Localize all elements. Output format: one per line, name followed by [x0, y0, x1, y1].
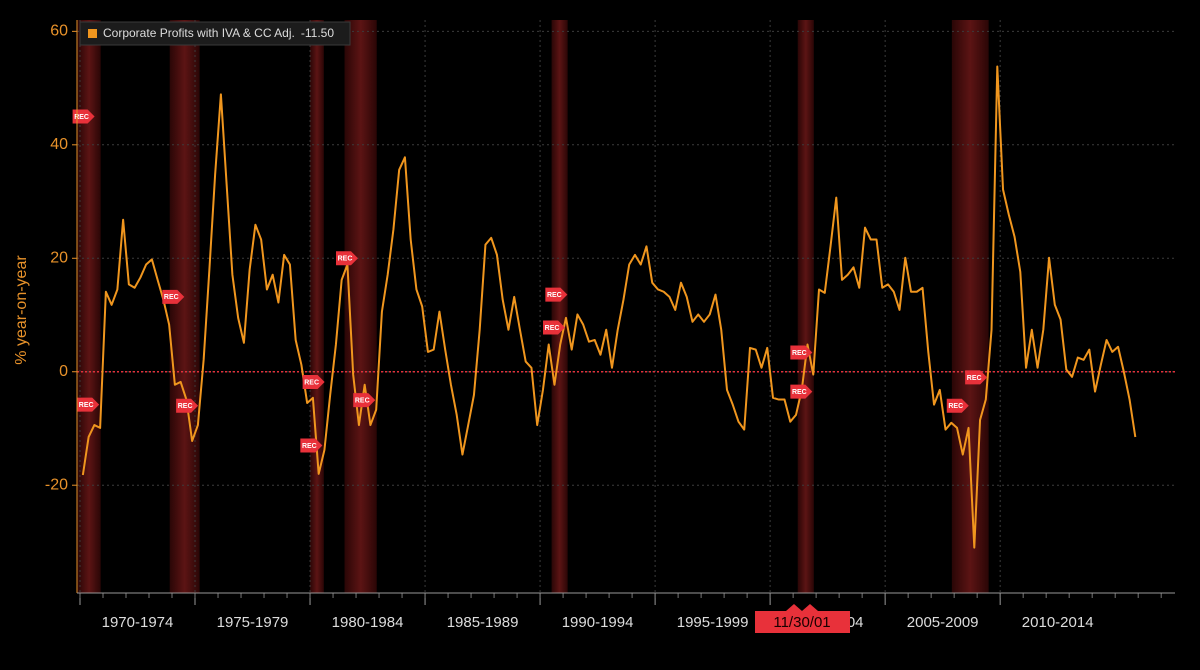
rec-marker — [335, 251, 358, 266]
y-tick-label: 60 — [50, 23, 68, 40]
rec-marker-label: REC — [792, 389, 807, 396]
rec-marker-label: REC — [545, 325, 560, 332]
rec-marker-label: REC — [967, 375, 982, 382]
x-tick-label: 1975-1979 — [217, 614, 289, 631]
rec-marker — [790, 384, 813, 399]
legend-value: -11.50 — [301, 26, 334, 40]
axis-layer: -20 0 20 40 60 1970-1974 1975-1979 1980-1984 198… — [45, 20, 1175, 631]
x-tick-label: 1970-1974 — [102, 614, 174, 631]
cursor: 11/30/01 — [755, 604, 850, 633]
x-tick-label: 2005-2009 — [907, 614, 979, 631]
recession-band — [951, 20, 989, 593]
rec-marker — [543, 320, 566, 335]
rec-marker — [302, 374, 325, 389]
rec-marker-label: REC — [74, 114, 89, 121]
grid-layer — [77, 20, 1175, 593]
legend: Corporate Profits with IVA & CC Adj. -11… — [79, 21, 351, 46]
rec-marker-label: REC — [79, 402, 94, 409]
rec-marker — [176, 398, 199, 413]
series-line — [81, 65, 1137, 549]
line-layer — [81, 65, 1137, 549]
rec-marker-label: REC — [792, 350, 807, 357]
rec-marker — [946, 398, 969, 413]
rec-marker-label: REC — [338, 256, 353, 263]
recession-layer — [77, 20, 989, 593]
recession-band — [310, 20, 324, 593]
rec-marker-label: REC — [178, 403, 193, 410]
y-tick-label: 20 — [50, 249, 68, 266]
x-tick-label: 1990-1994 — [562, 614, 634, 631]
rec-marker-label: REC — [948, 403, 963, 410]
rec-marker — [162, 289, 185, 304]
cursor-arrow — [802, 604, 818, 611]
recession-band — [77, 20, 101, 593]
recession-band — [797, 20, 814, 593]
recession-band — [551, 20, 568, 593]
y-axis-label: % year-on-year — [13, 255, 30, 365]
rec-marker-label: REC — [164, 294, 179, 301]
cursor-label: 11/30/01 — [773, 614, 830, 631]
cursor-box — [755, 611, 850, 633]
cursor-arrow — [786, 604, 802, 611]
y-tick-label: -20 — [45, 476, 68, 493]
x-tick-label: 2010-2014 — [1022, 614, 1094, 631]
rec-marker — [965, 370, 988, 385]
legend-box — [79, 21, 351, 46]
rec-marker — [545, 287, 568, 302]
x-tick-label: 1980-1984 — [332, 614, 404, 631]
rec-marker — [353, 393, 376, 408]
y-tick-label: 40 — [50, 136, 68, 153]
rec-marker — [77, 397, 100, 412]
legend-swatch — [88, 29, 97, 38]
rec-marker — [72, 109, 95, 124]
rec-marker-label: REC — [302, 443, 317, 450]
rec-marker-label: REC — [355, 397, 370, 404]
y-tick-label: 0 — [59, 363, 68, 380]
x-tick-label: 1995-1999 — [677, 614, 749, 631]
legend-label: Corporate Profits with IVA & CC Adj. — [103, 26, 295, 40]
rec-marker — [300, 438, 323, 453]
rec-marker — [790, 345, 813, 360]
marker-layer: REC REC REC REC REC REC REC REC REC REC REC REC REC R… — [72, 109, 988, 453]
rec-marker-label: REC — [547, 292, 562, 299]
x-tick-label: 1985-1989 — [447, 614, 519, 631]
rec-marker-label: REC — [304, 379, 319, 386]
